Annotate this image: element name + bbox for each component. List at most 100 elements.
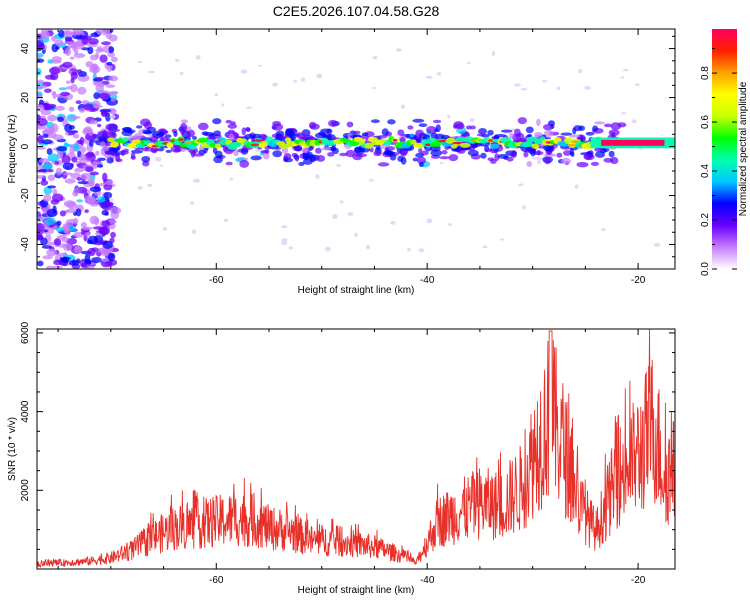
spectrogram-noise-blob [37, 58, 45, 63]
spectrogram-noise-blob [104, 212, 109, 216]
spectrogram-halo-blob [370, 119, 380, 124]
spectrogram-noise-blob [63, 30, 75, 38]
spectrogram-halo-blob [262, 152, 270, 160]
spectrogram-noise-blob [84, 195, 96, 204]
spectrogram-noise-blob [58, 29, 65, 38]
spectrogram-noise-blob [56, 116, 64, 123]
spectrogram-halo-blob [610, 122, 622, 131]
spectrogram-halo-blob [441, 150, 448, 155]
spectrogram-speck [190, 201, 195, 206]
spectrogram-noise-blob [98, 92, 110, 99]
spectrogram-noise-blob [108, 75, 119, 82]
spectrogram-ridge-blob [110, 141, 119, 148]
spectrogram-noise-blob [70, 44, 77, 49]
spectrogram-noise-blob [44, 127, 53, 133]
colorbar-tick-label: 0.6 [700, 115, 711, 129]
colorbar-tick-label: 0.8 [700, 66, 711, 80]
spectrogram-halo-blob [560, 132, 573, 136]
spectrogram-noise-blob [105, 32, 112, 40]
spectrogram-halo-blob [302, 134, 314, 141]
spectrogram-xtick-label: -20 [631, 275, 646, 286]
spectrogram-speck [395, 48, 402, 52]
spectrogram-noise-blob [76, 177, 82, 181]
spectrogram-halo-blob [478, 128, 487, 135]
spectrogram-speck [315, 174, 320, 179]
spectrogram-noise-blob [101, 220, 111, 228]
spectrogram-noise-blob [71, 156, 78, 163]
spectrogram-ridge-peak [487, 139, 495, 142]
spectrogram-halo-blob [389, 153, 397, 161]
spectrogram-noise-blob [54, 161, 60, 165]
spectrogram-halo-blob [415, 129, 424, 137]
spectrogram-speck [174, 58, 180, 62]
spectrogram-noise-blob [37, 54, 41, 60]
spectrogram-halo-blob [109, 128, 121, 133]
spectrogram-halo-blob [430, 149, 443, 157]
spectrogram-speck [425, 75, 433, 79]
spectrogram-noise-blob [38, 168, 48, 173]
spectrogram-speck [221, 103, 225, 107]
spectrogram-noise-blob [87, 128, 94, 136]
spectrogram-noise-blob [49, 67, 61, 75]
spectrogram-noise-blob [53, 259, 63, 266]
spectrogram-halo-blob [140, 118, 151, 127]
spectrogram-noise-blob [68, 70, 73, 74]
spectrogram-speck [653, 243, 661, 247]
spectrogram-halo-blob [136, 125, 143, 129]
spectrogram-speck [426, 218, 433, 224]
spectrogram-halo-blob [576, 161, 589, 168]
spectrogram-noise-blob [42, 133, 49, 139]
spectrogram-noise-blob [73, 217, 79, 225]
spectrogram-noise-blob [50, 123, 59, 133]
spectrogram-halo-blob [198, 149, 206, 155]
spectrogram-speck [469, 117, 475, 123]
spectrogram-noise-blob [93, 92, 100, 100]
spectrogram-noise-blob [59, 210, 67, 217]
spectrogram-noise-blob [74, 186, 80, 195]
spectrogram-speck [520, 87, 528, 91]
spectrogram-halo-blob [418, 123, 428, 128]
spectrogram-speck [601, 228, 606, 231]
snr-ytick-label: 6000 [20, 321, 31, 344]
spectrogram-noise-blob [37, 229, 44, 236]
spectrogram-halo-blob [327, 152, 335, 157]
colorbar-tick-label: 0.2 [700, 213, 711, 227]
spectrogram-halo-blob [480, 152, 487, 159]
spectrogram-noise-blob [37, 223, 45, 232]
spectrogram-noise-blob [97, 196, 106, 203]
spectrogram-noise-blob [89, 119, 98, 125]
spectrogram-noise-blob [75, 208, 82, 217]
spectrogram-noise-blob [70, 84, 78, 93]
spectrogram-noise-blob [61, 155, 71, 165]
spectrogram-halo-blob [569, 134, 581, 138]
spectrogram-halo-blob [309, 123, 320, 130]
spectrogram-ridge-peak [424, 143, 432, 147]
spectrogram-noise-blob [41, 245, 52, 249]
spectrogram-noise-blob [67, 131, 76, 136]
spectrogram-noise-blob [87, 247, 96, 257]
spectrogram-ytick-label: -20 [20, 188, 31, 203]
spectrogram-halo-blob [141, 155, 151, 163]
spectrogram-halo-blob [453, 121, 464, 128]
spectrogram-noise-blob [100, 29, 112, 34]
spectrogram-noise-blob [72, 29, 83, 35]
spectrogram-noise-blob [89, 186, 102, 193]
spectrogram-speck [418, 248, 425, 253]
spectrogram-halo-blob [503, 155, 509, 160]
spectrogram-xtick-label: -40 [420, 275, 435, 286]
spectrogram-halo-blob [563, 150, 572, 156]
spectrogram-noise-blob [52, 205, 57, 214]
spectrogram-halo-blob [383, 150, 394, 156]
spectrogram-halo-blob [509, 152, 517, 158]
spectrogram-speck [347, 212, 354, 217]
colorbar-ticks: 0.0 0.2 0.4 0.6 0.8 [700, 48, 737, 276]
spectrogram-noise-blob [97, 157, 106, 161]
colorbar-gradient [712, 29, 737, 269]
spectrogram-halo-blob [272, 120, 282, 127]
spectrogram-halo-blob [233, 133, 240, 137]
spectrogram-speck [147, 183, 153, 188]
spectrogram-noise-blob [51, 193, 64, 202]
spectrogram-ridge-peak [185, 141, 191, 144]
spectrogram-noise-blob [74, 245, 80, 250]
